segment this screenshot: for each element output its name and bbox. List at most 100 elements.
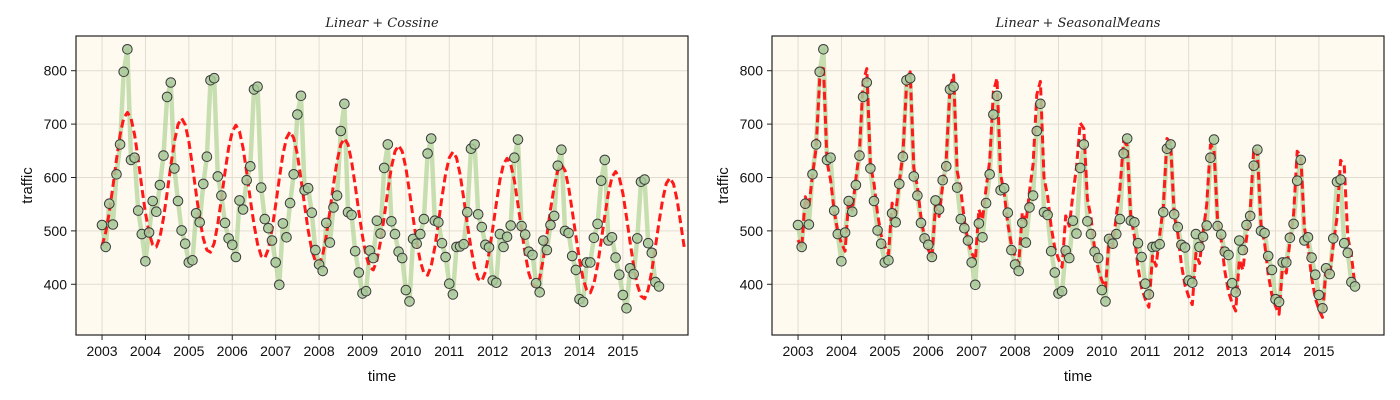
y-tick-label: 600 (740, 169, 764, 185)
x-tick-label: 2013 (521, 343, 552, 359)
data-point (926, 251, 938, 263)
data-point (966, 257, 978, 268)
data-point (447, 289, 459, 300)
data-point (1201, 220, 1212, 231)
data-point (825, 152, 836, 163)
x-tick-label: 2007 (260, 343, 291, 359)
x-tick-label: 2004 (130, 343, 161, 359)
data-point (263, 222, 274, 234)
data-point (295, 90, 307, 102)
data-point (1049, 267, 1061, 278)
y-tick-label: 600 (44, 169, 68, 185)
data-point (865, 163, 876, 174)
data-point (890, 217, 902, 228)
data-point (476, 221, 488, 233)
data-point (371, 215, 383, 226)
data-point (382, 139, 394, 150)
data-point (980, 197, 992, 209)
data-point (172, 195, 184, 207)
data-point (107, 219, 119, 230)
y-tick-label: 800 (44, 63, 68, 79)
data-point (894, 178, 905, 190)
data-point (1284, 232, 1296, 244)
data-point (1114, 213, 1126, 225)
data-point (255, 182, 267, 193)
data-point (592, 218, 603, 230)
data-point (1230, 287, 1241, 298)
data-point (577, 296, 589, 308)
data-point (266, 235, 278, 246)
data-point (284, 197, 296, 209)
chart-panel-2: 2003 2004 2005 2006 2007 2008 2009 2010 2011 2012… (715, 16, 1385, 385)
data-point (317, 265, 329, 277)
data-point (1067, 215, 1079, 226)
data-point (1096, 284, 1108, 296)
y-tick-label: 400 (44, 276, 68, 292)
data-point (306, 207, 318, 218)
data-point (491, 277, 502, 289)
data-point (828, 205, 840, 216)
data-point (854, 150, 865, 161)
y-tick-label: 500 (740, 223, 764, 239)
data-point (462, 206, 473, 218)
data-point (114, 139, 126, 150)
data-point (147, 195, 158, 207)
data-point (1324, 268, 1335, 280)
data-point (1168, 209, 1180, 220)
data-point (140, 256, 151, 267)
data-point (800, 198, 811, 209)
data-point (850, 179, 862, 191)
data-point (1024, 202, 1035, 213)
data-point (415, 228, 426, 240)
x-tick-label: 2014 (564, 343, 595, 359)
data-point (527, 249, 538, 261)
data-point (642, 237, 654, 249)
data-point (1045, 245, 1057, 257)
data-point (556, 144, 567, 155)
data-point (872, 225, 883, 236)
data-point (143, 227, 155, 238)
data-point (422, 148, 433, 159)
data-point (839, 227, 851, 238)
data-point (252, 81, 263, 92)
data-point (1132, 237, 1144, 249)
data-point (151, 206, 162, 217)
data-point (339, 98, 350, 110)
data-point (538, 235, 549, 246)
y-tick-label: 700 (740, 116, 764, 132)
x-axis-label: time (1064, 368, 1092, 385)
data-point (948, 81, 959, 92)
series-observed-points (792, 44, 1361, 314)
data-point (951, 182, 963, 193)
x-tick-label: 2008 (999, 343, 1030, 359)
data-point (179, 238, 191, 249)
data-point (930, 195, 941, 206)
x-tick-label: 2004 (826, 343, 857, 359)
data-point (154, 179, 166, 191)
data-point (259, 213, 271, 225)
data-point (973, 218, 985, 229)
data-point (198, 178, 209, 190)
data-point (937, 174, 949, 186)
data-point (270, 257, 282, 268)
data-point (621, 303, 632, 314)
data-point (375, 228, 386, 239)
data-point (1205, 152, 1216, 163)
x-tick-label: 2005 (173, 343, 204, 359)
data-point (1306, 252, 1317, 263)
data-point (277, 218, 289, 229)
data-point (241, 174, 252, 186)
data-point (1273, 296, 1285, 308)
data-point (169, 163, 180, 174)
data-point (883, 254, 894, 266)
data-point (331, 190, 343, 201)
data-point (1317, 303, 1328, 314)
data-point (274, 279, 285, 291)
x-tick-label: 2011 (1130, 343, 1160, 359)
data-point (1197, 231, 1209, 243)
data-point (335, 125, 347, 137)
data-point (132, 205, 144, 216)
data-point (1078, 139, 1090, 150)
data-point (628, 268, 640, 280)
data-point (360, 285, 372, 297)
